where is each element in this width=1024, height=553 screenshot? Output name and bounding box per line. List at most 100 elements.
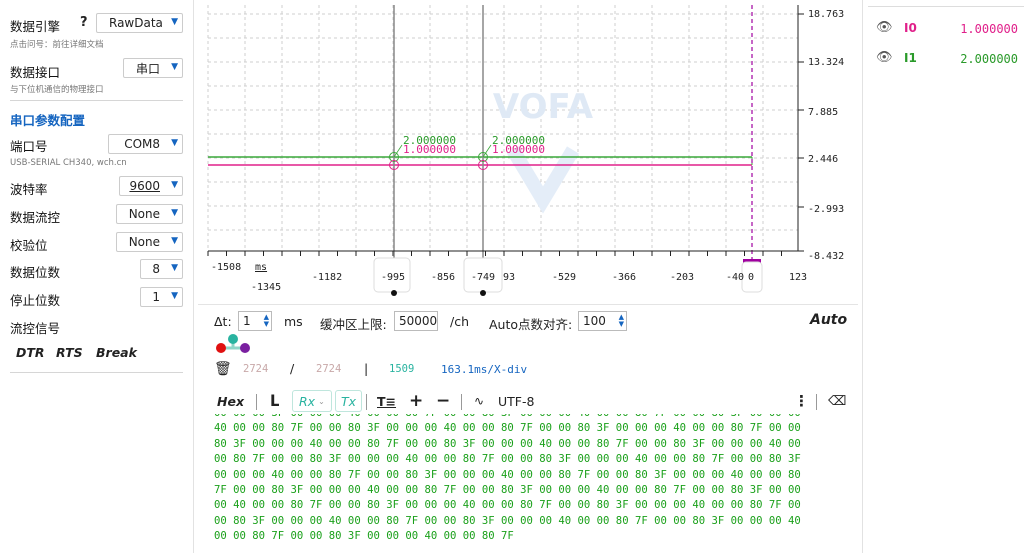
x-tick: -1182 [312, 272, 343, 283]
interface-label: 数据接口 [10, 65, 61, 80]
chevron-down-icon: ▼ [171, 17, 178, 27]
buffer-value: 50000 [399, 314, 438, 328]
x-unit: ms [255, 262, 268, 273]
interface-select[interactable]: 串口 ▼ [123, 58, 183, 78]
flow-signal-label: 流控信号 [10, 321, 61, 336]
databits-select[interactable]: 8 ▼ [140, 259, 183, 279]
panel-splitter[interactable] [193, 0, 194, 553]
x-tick: 93 [503, 272, 516, 283]
cursor-value: 1.000000 [492, 143, 545, 156]
hex-line: 00 80 7F 00 00 80 3F 00 00 00 40 00 00 8… [214, 453, 801, 466]
flow-select[interactable]: None ▼ [116, 204, 183, 224]
chevron-down-icon: ▼ [171, 291, 178, 301]
help-button[interactable]: ? [80, 15, 88, 30]
stepper-arrows-icon[interactable]: ▲ ▼ [618, 313, 624, 328]
dtr-toggle[interactable]: DTR [16, 345, 45, 360]
baud-select[interactable]: 9600 ▼ [119, 176, 183, 196]
cursor-x-label: 0 [748, 272, 755, 283]
panel-splitter[interactable] [862, 0, 863, 553]
cursor-marker [478, 152, 488, 162]
watermark-logo-icon [506, 146, 580, 214]
stopbits-label: 停止位数 [10, 293, 61, 308]
plot-svg: VOFA 2.000000 1.000000 2.000000 1.000000 [207, 5, 804, 296]
y-tick: -2.993 [808, 204, 845, 215]
dt-stepper[interactable]: 1 ▲ ▼ [238, 311, 272, 331]
plot-grid [207, 5, 804, 256]
count-separator: / [290, 361, 295, 376]
break-toggle[interactable]: Break [96, 345, 137, 360]
section-title: 串口参数配置 [10, 113, 86, 128]
settings-panel: 数据引擎 ? 点击问号：前往详细文档 RawData ▼ 数据接口 与下位机通信的… [0, 0, 193, 553]
chevron-down-icon: ▼ [171, 236, 178, 246]
cursor-marker [478, 160, 488, 170]
cursor-marker [389, 152, 399, 162]
stopbits-select-value: 1 [152, 290, 160, 304]
databits-label: 数据位数 [10, 265, 61, 280]
waveform-icon[interactable]: ∿ [474, 394, 485, 408]
chevron-down-icon: ⌄ [318, 396, 325, 406]
eye-icon[interactable]: 👁 [876, 20, 893, 35]
x-tick: -856 [431, 272, 456, 283]
waveform-plot[interactable]: VOFA 2.000000 1.000000 2.000000 1.000000… [198, 0, 858, 305]
stopbits-select[interactable]: 1 ▼ [140, 287, 183, 307]
rx-toggle[interactable]: Rx ⌄ [292, 390, 332, 412]
count-total: 2724 [316, 363, 342, 375]
rts-toggle[interactable]: RTS [56, 345, 83, 360]
divider [10, 372, 183, 373]
x-div-readout: 163.1ms/X-div [441, 363, 528, 376]
parity-label: 校验位 [10, 238, 48, 253]
hex-line: 00 80 3F 00 00 00 40 00 00 80 7F 00 00 8… [214, 514, 801, 527]
engine-select[interactable]: RawData ▼ [96, 13, 183, 33]
cursor-marker [389, 160, 399, 170]
count-separator: | [364, 361, 369, 376]
trash-icon[interactable]: 🗑 [214, 361, 232, 377]
hex-toolbar: Hex ᒪ Rx ⌄ Tx T≡ + − ∿ UTF-8 ⋮ ⌫ [198, 390, 858, 414]
minus-icon[interactable]: − [436, 391, 451, 411]
engine-hint: 点击问号：前往详细文档 [10, 40, 104, 50]
engine-label: 数据引擎 [10, 19, 61, 34]
tx-toggle[interactable]: Tx [335, 390, 363, 412]
watermark: VOFA [493, 87, 594, 127]
chevron-down-icon: ▼ [171, 180, 178, 190]
x-tick: -529 [552, 272, 577, 283]
hex-line: 00 00 00 3F 00 00 00 40 00 00 80 7F 00 0… [214, 414, 844, 421]
channel-list: 👁 I0 1.000000 👁 I1 2.000000 [868, 0, 1024, 100]
more-icon[interactable]: ⋮ [794, 392, 809, 410]
encoding-select[interactable]: UTF-8 [498, 393, 535, 409]
hex-toggle[interactable]: Hex [217, 393, 245, 409]
channel-row-I0[interactable]: 👁 I0 1.000000 [876, 20, 1018, 40]
toolbar-separator [256, 394, 257, 410]
port-select[interactable]: COM8 ▼ [108, 134, 183, 154]
plus-icon[interactable]: + [409, 391, 424, 411]
channel-name: I0 [904, 21, 917, 35]
port-hint: USB-SERIAL CH340, wch.cn [10, 158, 127, 168]
eraser-icon[interactable]: ⌫ [828, 393, 847, 409]
line-break-icon[interactable]: ᒪ [270, 392, 280, 410]
y-tick: 2.446 [808, 154, 839, 165]
auto-button[interactable]: Auto [810, 312, 848, 328]
y-tick: 13.324 [808, 57, 845, 68]
align-stepper[interactable]: 100 ▲ ▼ [578, 311, 627, 331]
parity-select[interactable]: None ▼ [116, 232, 183, 252]
cursor-leader [393, 144, 403, 158]
eye-icon[interactable]: 👁 [876, 50, 893, 65]
cursor-leader [482, 144, 492, 158]
cursor-tag-end[interactable] [741, 261, 763, 293]
dt-label: Δt: [214, 314, 232, 329]
y-tick: -8.432 [808, 251, 845, 262]
cursor-value: 2.000000 [492, 134, 545, 147]
buffer-input[interactable]: 50000 [394, 311, 438, 331]
flow-label: 数据流控 [10, 210, 61, 225]
x-tick: -203 [670, 272, 695, 283]
interface-select-value: 串口 [135, 61, 160, 76]
channel-row-I1[interactable]: 👁 I1 2.000000 [876, 50, 1018, 70]
divider [198, 304, 858, 305]
flow-select-value: None [128, 207, 160, 221]
hex-line: 7F 00 00 80 3F 00 00 00 40 00 00 80 7F 0… [214, 484, 801, 497]
stepper-arrows-icon[interactable]: ▲ ▼ [263, 313, 269, 328]
rx-label: Rx [299, 393, 316, 409]
x-tick: -1345 [251, 282, 282, 293]
text-format-icon[interactable]: T≡ [377, 393, 397, 409]
hex-output[interactable]: 00 00 00 3F 00 00 00 40 00 00 80 7F 00 0… [214, 414, 844, 553]
sample-mode-icon[interactable] [210, 332, 252, 358]
